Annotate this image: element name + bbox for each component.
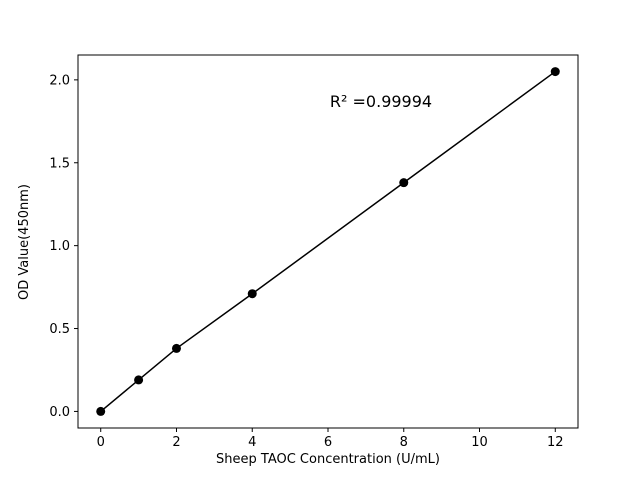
x-tick-label: 0 bbox=[97, 435, 105, 450]
r-squared-annotation: R² =0.99994 bbox=[330, 92, 432, 111]
y-tick-label: 0.0 bbox=[49, 405, 70, 420]
chart-plot-area: 0 2 4 6 8 10 12 0.0 0.5 1.0 1.5 2.0 bbox=[49, 54, 579, 450]
x-tick-label: 12 bbox=[547, 435, 564, 450]
x-tick-label: 8 bbox=[400, 435, 408, 450]
data-point bbox=[399, 178, 409, 188]
data-point bbox=[550, 67, 560, 77]
y-tick-label: 2.0 bbox=[49, 73, 70, 88]
y-tick-label: 0.5 bbox=[49, 322, 70, 337]
y-axis-label: OD Value(450nm) bbox=[17, 184, 32, 300]
x-axis-label: Sheep TAOC Concentration (U/mL) bbox=[216, 452, 440, 467]
data-point bbox=[247, 289, 257, 299]
x-tick-label: 4 bbox=[248, 435, 256, 450]
x-tick-label: 10 bbox=[471, 435, 488, 450]
x-tick-label: 2 bbox=[172, 435, 180, 450]
y-tick-label: 1.5 bbox=[49, 156, 70, 171]
trend-line bbox=[100, 70, 556, 412]
axes-spines bbox=[77, 54, 579, 429]
data-point bbox=[171, 343, 181, 353]
x-tick-label: 6 bbox=[324, 435, 332, 450]
y-tick-label: 1.0 bbox=[49, 239, 70, 254]
data-point bbox=[96, 406, 106, 416]
data-point bbox=[134, 375, 144, 385]
